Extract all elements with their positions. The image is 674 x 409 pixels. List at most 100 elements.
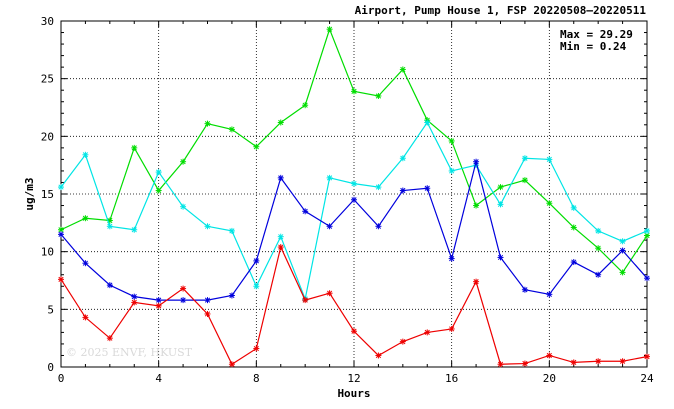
data-point [375,92,382,99]
data-point [253,283,260,290]
data-point [204,310,211,317]
x-tick-label: 24 [640,372,654,385]
data-point [180,285,187,292]
x-tick-label: 20 [543,372,556,385]
data-point [521,286,528,293]
data-point [448,167,455,174]
data-point [473,278,480,285]
data-point [180,203,187,210]
data-point [473,158,480,165]
max-stat: Max = 29.29 [560,28,633,41]
data-point [351,196,357,203]
data-point [277,119,284,126]
data-point [58,231,64,238]
y-tick-label: 30 [41,15,54,28]
data-point [570,204,577,211]
data-point [619,238,626,245]
x-tick-label: 4 [155,372,162,385]
data-point [399,155,406,162]
data-point [448,137,455,144]
data-point [106,223,113,230]
data-point [619,247,626,254]
data-point [155,187,162,194]
data-point [644,227,650,234]
data-point [375,184,382,191]
data-point [82,314,89,321]
data-point [595,245,602,252]
data-point [228,227,235,234]
data-point [546,200,553,207]
data-point [570,224,577,231]
data-point [351,88,357,95]
x-tick-label: 8 [253,372,260,385]
data-point [204,120,211,127]
axis-ticks: 0 4 8 12 16 20 24 0 5 10 15 20 25 30 [41,15,654,385]
data-point [302,297,309,304]
data-point [497,254,504,261]
data-point [82,215,89,222]
data-point [570,259,577,266]
data-point [253,257,260,264]
data-point [204,223,211,230]
data-point [326,290,333,297]
data-point [644,353,650,360]
y-tick-label: 5 [47,303,54,316]
data-point [58,276,64,283]
data-point [228,361,235,368]
data-point [302,208,309,215]
x-axis-title: Hours [337,387,370,400]
data-point [228,126,235,133]
data-point [619,358,626,365]
data-point [497,184,504,191]
data-point [253,143,260,150]
data-point [424,185,431,192]
series-layer [58,26,650,368]
grid-lines [61,21,647,367]
data-point [644,275,650,282]
data-point [595,358,602,365]
data-point [375,223,382,230]
data-point [619,269,626,276]
data-point [351,328,357,335]
data-point [204,297,211,304]
data-point [131,299,138,306]
data-point [521,360,528,367]
data-point [155,302,162,309]
data-point [424,329,431,336]
y-tick-label: 10 [41,246,54,259]
y-tick-label: 25 [41,73,54,86]
data-point [497,361,504,368]
data-point [82,151,89,158]
data-point [326,174,333,181]
data-point [131,144,138,151]
data-point [277,233,284,240]
data-point [106,282,113,289]
data-point [595,271,602,278]
data-point [546,156,553,163]
data-point [424,119,431,126]
data-point [375,352,382,359]
data-point [326,223,333,230]
x-tick-label: 12 [347,372,360,385]
data-point [302,102,309,109]
chart-title: Airport, Pump House 1, FSP 20220508–2022… [355,4,647,17]
data-point [351,180,357,187]
data-point [399,187,406,194]
data-point [277,244,284,251]
data-point [253,345,260,352]
data-point [106,335,113,342]
data-point [277,174,284,181]
watermark: © 2025 ENVF, HKUST [66,346,193,359]
data-point [131,226,138,233]
data-point [546,352,553,359]
data-point [448,255,455,262]
data-point [399,66,406,73]
data-point [521,155,528,162]
data-point [58,184,64,191]
x-tick-label: 16 [445,372,458,385]
data-point [399,338,406,345]
data-point [228,292,235,299]
x-tick-label: 0 [58,372,65,385]
data-point [521,177,528,184]
